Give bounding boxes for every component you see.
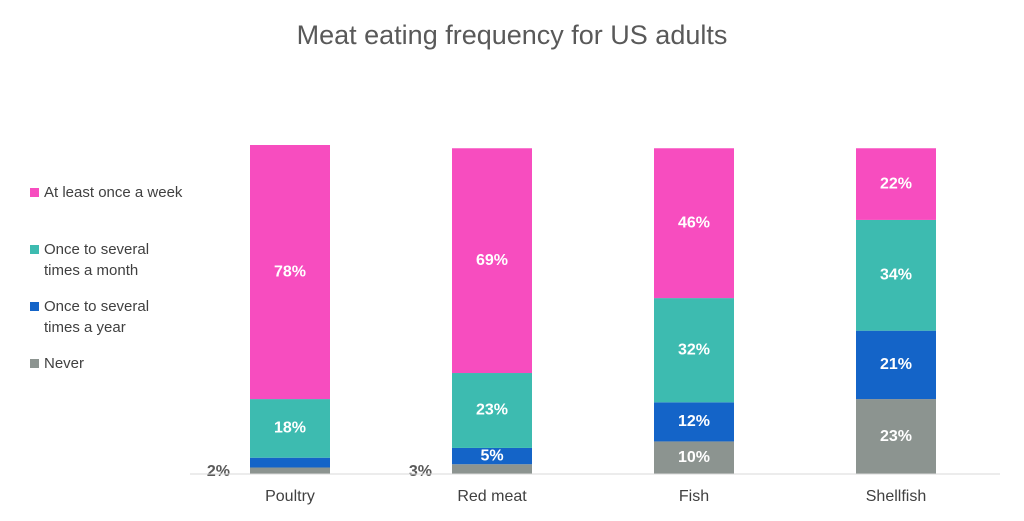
bar-segment [654,402,734,442]
data-label: 18% [274,420,306,437]
bar-segment [250,457,330,468]
x-tick-label: Poultry [265,488,315,505]
data-label: 69% [476,252,508,269]
legend-swatch [30,245,39,254]
bar-segment [452,464,532,474]
legend-swatch [30,359,39,368]
data-label: 5% [480,447,503,464]
bar-segment [250,145,330,400]
data-label: 2% [207,463,230,480]
bar-segment [654,148,734,299]
data-label: 10% [678,449,710,466]
bar-segment [856,330,936,400]
legend-label: Once to several times a year [44,298,150,336]
data-label: 23% [476,402,508,419]
bar-segment [250,399,330,458]
data-label: 78% [274,263,306,280]
bar-segment [452,447,532,465]
legend-label: At least once a week [44,184,183,201]
data-label: 12% [678,413,710,430]
data-label: 32% [678,341,710,358]
x-tick-label: Red meat [457,488,527,505]
legend-item: Once to several times a year [28,296,188,353]
bar-segment [654,298,734,403]
legend-item: Never [28,353,188,410]
data-label: 46% [678,214,710,231]
bar-segment [856,219,936,331]
bar-segment [654,441,734,474]
legend-item: At least once a week [28,182,188,239]
legend-item: Once to several times a month [28,239,188,296]
data-label: 22% [880,175,912,192]
x-tick-label: Fish [679,488,709,505]
legend-swatch [30,188,39,197]
legend-label: Once to several times a month [44,241,150,279]
bar-segment [452,373,532,448]
data-label: 23% [880,428,912,445]
bar-segment [452,148,532,374]
bar-segment [250,467,330,474]
legend: At least once a week Once to several time… [28,182,188,410]
bar-segment [856,399,936,474]
legend-label: Never [44,355,85,372]
x-tick-label: Shellfish [866,488,926,505]
data-label: 21% [880,356,912,373]
chart-title: Meat eating frequency for US adults [297,20,728,50]
bar-segment [856,148,936,220]
legend-swatch [30,302,39,311]
data-label: 34% [880,267,912,284]
data-label: 3% [409,463,432,480]
